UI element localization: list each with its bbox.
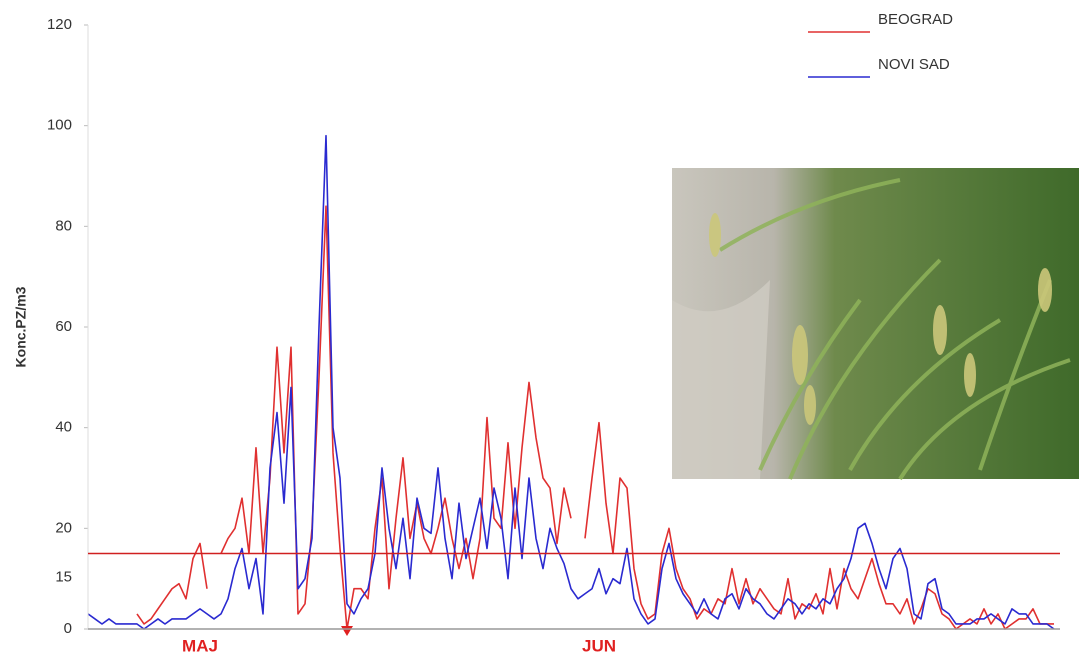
series-line (87, 134, 1055, 630)
y-tick-label: 120 (47, 16, 72, 33)
marker-arrow (341, 626, 353, 636)
legend-label: NOVI SAD (878, 56, 950, 73)
y-tick-label: 60 (55, 318, 72, 335)
threshold-label: 15 (55, 568, 72, 585)
x-category-label: MAJ (182, 636, 218, 655)
x-category-label: JUN (582, 636, 616, 655)
photo (672, 168, 1079, 481)
y-tick-label: 80 (55, 217, 72, 234)
y-axis-title: Konc.PZ/m3 (13, 286, 29, 367)
y-tick-label: 20 (55, 519, 72, 536)
y-tick-label: 100 (47, 117, 72, 134)
y-tick-label: 0 (64, 620, 72, 637)
legend-label: BEOGRAD (878, 11, 953, 28)
y-tick-label: 40 (55, 419, 72, 436)
